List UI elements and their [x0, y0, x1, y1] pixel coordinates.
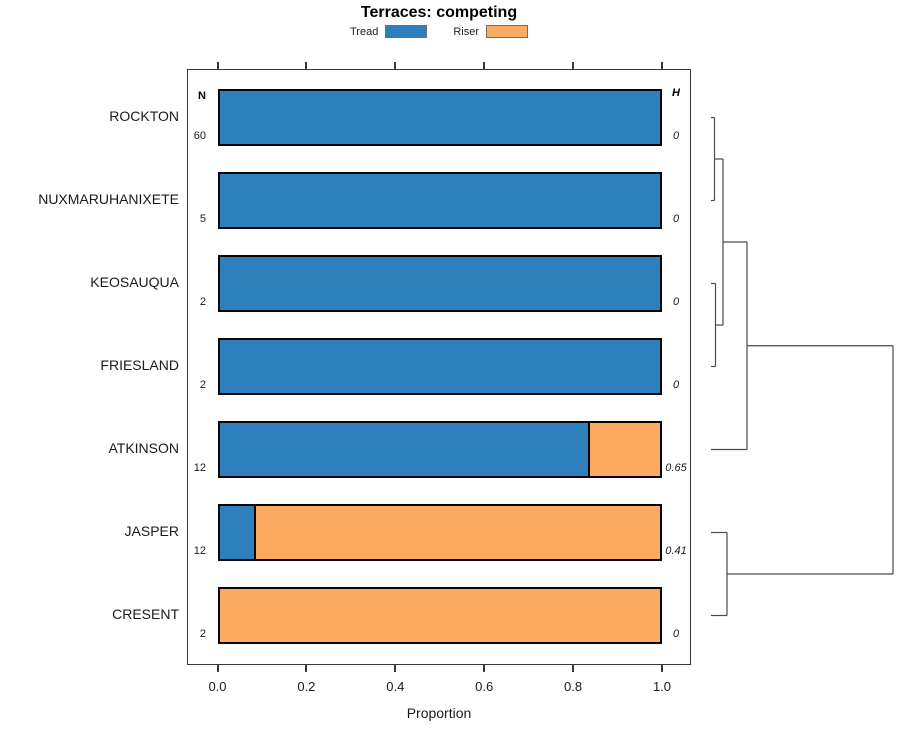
stacked-bar [217, 421, 662, 478]
axis-tick [572, 665, 575, 672]
axis-tick-label: 0.6 [475, 679, 494, 694]
axis-tick [216, 62, 219, 69]
axis-tick [305, 62, 308, 69]
axis-tick [394, 62, 397, 69]
row-label: ATKINSON [108, 440, 179, 456]
axis-tick [305, 665, 308, 672]
stacked-bar [217, 255, 662, 312]
row-label: NUXMARUHANIXETE [38, 191, 179, 207]
axis-tick [483, 62, 486, 69]
axis-tick [572, 62, 575, 69]
stacked-bar [217, 587, 662, 644]
row-h-value: 0 [672, 296, 680, 308]
stacked-bar [217, 504, 662, 561]
row-label: JASPER [124, 523, 179, 539]
riser-color-swatch [486, 25, 528, 38]
axis-tick [483, 665, 486, 672]
row-n-value: 2 [199, 628, 206, 640]
row-label: FRIESLAND [100, 357, 179, 373]
row-n-value: 12 [193, 545, 206, 557]
bar-segment-tread [219, 506, 257, 559]
row-label: KEOSAUQUA [90, 274, 179, 290]
axis-tick-label: 0.0 [208, 679, 227, 694]
legend-item-riser: Riser [453, 25, 528, 38]
axis-tick-label: 0.4 [386, 679, 405, 694]
row-h-value: 0 [672, 130, 680, 142]
axis-tick-label: 0.2 [297, 679, 316, 694]
legend: Tread Riser [187, 25, 691, 38]
n-column-header: N [198, 90, 206, 102]
row-h-value: 0 [672, 213, 680, 225]
row-n-value: 5 [199, 213, 206, 225]
legend-item-tread: Tread [350, 25, 428, 38]
row-h-value: 0 [672, 628, 680, 640]
axis-tick [394, 665, 397, 672]
tread-color-swatch [385, 25, 428, 38]
axis-tick-label: 1.0 [652, 679, 672, 694]
axis-tick [661, 665, 663, 672]
row-n-value: 12 [193, 462, 206, 474]
row-n-value: 2 [199, 296, 206, 308]
axis-tick [216, 665, 219, 672]
row-h-value: 0.65 [665, 462, 687, 474]
plot-area [187, 69, 691, 665]
stacked-bar [217, 338, 662, 395]
chart-title: Terraces: competing [360, 4, 518, 21]
axis-tick [661, 62, 663, 69]
row-h-value: 0 [672, 379, 680, 391]
x-axis-title: Proportion [406, 705, 472, 721]
row-h-value: 0.41 [665, 545, 687, 557]
h-column-header: H [672, 87, 680, 99]
row-n-value: 2 [199, 379, 206, 391]
row-n-value: 60 [193, 130, 206, 142]
axis-tick-label: 0.8 [564, 679, 583, 694]
stacked-bar [217, 89, 662, 146]
row-label: CRESENT [112, 606, 179, 622]
legend-label-tread: Tread [350, 25, 379, 38]
legend-label-riser: Riser [453, 25, 479, 38]
row-label: ROCKTON [109, 108, 179, 124]
bar-segment-tread [219, 423, 590, 476]
stacked-bar [217, 172, 662, 229]
